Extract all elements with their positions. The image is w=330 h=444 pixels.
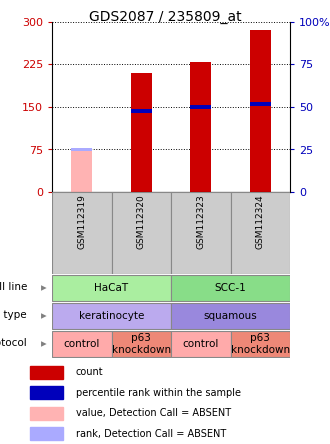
Bar	[131, 109, 152, 113]
Text: squamous: squamous	[204, 311, 257, 321]
Bar	[30, 407, 63, 420]
Text: GSM112320: GSM112320	[137, 194, 146, 249]
Text: control: control	[64, 339, 100, 349]
Bar	[71, 150, 92, 192]
Bar	[171, 331, 230, 357]
Bar	[112, 192, 171, 274]
Bar	[250, 103, 271, 106]
Bar	[171, 302, 290, 329]
Bar	[112, 331, 171, 357]
Text: GSM112324: GSM112324	[256, 194, 265, 249]
Bar	[71, 148, 92, 151]
Bar	[131, 73, 152, 192]
Bar	[230, 192, 290, 274]
Text: cell line: cell line	[0, 281, 27, 292]
Text: SCC-1: SCC-1	[214, 283, 247, 293]
Text: protocol: protocol	[0, 337, 27, 348]
Bar	[30, 366, 63, 379]
Bar	[52, 302, 171, 329]
Text: p63
knockdown: p63 knockdown	[112, 333, 171, 355]
Bar	[190, 62, 211, 192]
Text: percentile rank within the sample: percentile rank within the sample	[76, 388, 241, 398]
Text: p63
knockdown: p63 knockdown	[231, 333, 290, 355]
Text: GSM112323: GSM112323	[196, 194, 205, 249]
Bar	[171, 274, 290, 301]
Text: count: count	[76, 367, 104, 377]
Text: GSM112319: GSM112319	[77, 194, 86, 250]
Bar	[30, 386, 63, 399]
Text: HaCaT: HaCaT	[94, 283, 129, 293]
Text: cell type: cell type	[0, 309, 27, 320]
Text: GDS2087 / 235809_at: GDS2087 / 235809_at	[89, 10, 241, 24]
Bar	[52, 274, 171, 301]
Bar	[52, 331, 112, 357]
Bar	[250, 31, 271, 192]
Bar	[190, 105, 211, 109]
Text: value, Detection Call = ABSENT: value, Detection Call = ABSENT	[76, 408, 231, 418]
Bar	[230, 331, 290, 357]
Bar	[171, 192, 230, 274]
Bar	[30, 427, 63, 440]
Bar	[52, 192, 112, 274]
Text: keratinocyte: keratinocyte	[79, 311, 144, 321]
Text: control: control	[182, 339, 219, 349]
Text: rank, Detection Call = ABSENT: rank, Detection Call = ABSENT	[76, 429, 226, 439]
